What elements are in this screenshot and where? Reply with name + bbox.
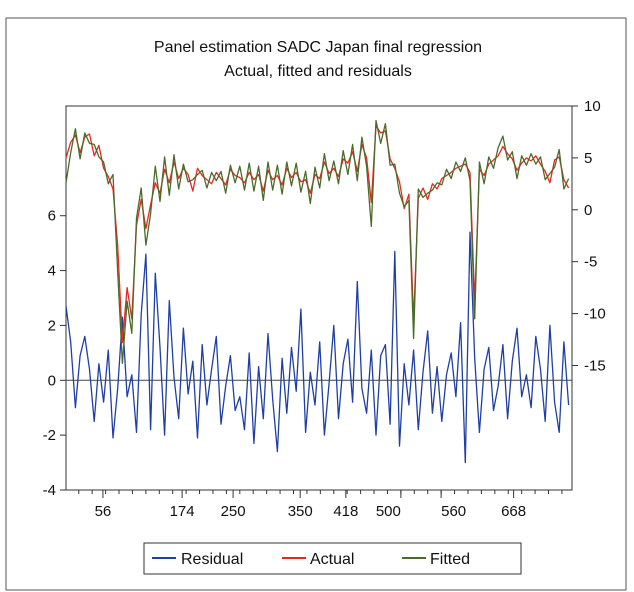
left-axis-tick-label: 4 — [48, 263, 56, 280]
left-axis-tick-label: 6 — [48, 208, 56, 225]
x-axis-tick-label: 500 — [376, 503, 401, 520]
x-axis-tick-label: 250 — [221, 503, 246, 520]
chart-subtitle: Actual, fitted and residuals — [224, 63, 412, 80]
x-axis-tick-label: 560 — [441, 503, 466, 520]
left-axis-tick-label: 2 — [48, 317, 56, 334]
left-axis-tick-label: -4 — [43, 482, 56, 499]
axes: 10 5 0 -5 -10 -15 6 4 2 0 -2 -4 56 174 250 350 418 500 560… — [43, 98, 606, 520]
x-axis-tick-label: 174 — [170, 503, 195, 520]
right-axis-tick-label: -15 — [584, 357, 606, 374]
x-axis-tick-label: 418 — [333, 503, 358, 520]
right-axis-tick-label: 5 — [584, 150, 592, 167]
right-axis-tick-label: -5 — [584, 254, 597, 271]
left-axis-tick-label: -2 — [43, 427, 56, 444]
legend-label-fitted: Fitted — [430, 551, 470, 568]
right-axis-tick-label: -10 — [584, 306, 606, 323]
series-line-fitted — [65, 119, 570, 365]
x-axis-tick-label: 350 — [288, 503, 313, 520]
chart-title: Panel estimation SADC Japan final regres… — [154, 39, 482, 56]
legend-label-residual: Residual — [181, 551, 243, 568]
legend-label-actual: Actual — [310, 551, 354, 568]
left-axis-tick-label: 0 — [48, 372, 56, 389]
right-axis-tick-label: 0 — [584, 202, 592, 219]
x-axis-tick-label: 56 — [95, 503, 112, 520]
series-lines — [65, 119, 570, 464]
right-axis-tick-label: 10 — [584, 98, 601, 115]
legend: Residual Actual Fitted — [143, 542, 522, 575]
series-line-residual — [65, 231, 570, 464]
legend-box — [143, 542, 522, 575]
x-axis-tick-label: 668 — [501, 503, 526, 520]
